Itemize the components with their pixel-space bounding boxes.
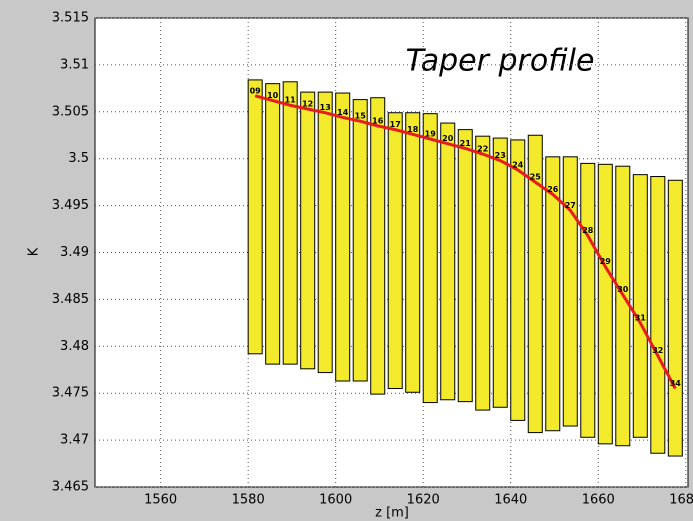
taper-line — [254, 94, 677, 390]
x-tick-label: 1560 — [144, 493, 177, 508]
y-tick-label: 3.485 — [52, 292, 89, 307]
bar — [545, 156, 561, 432]
y-axis-label: K — [27, 247, 42, 256]
y-tick-label: 3.475 — [52, 386, 89, 401]
y-tick-label: 3.505 — [52, 104, 89, 119]
unit-label: 13 — [320, 103, 331, 112]
bar — [405, 112, 421, 393]
unit-label: 26 — [547, 185, 559, 194]
bar — [597, 163, 613, 445]
x-tick-label: 1620 — [407, 493, 440, 508]
bar — [247, 79, 263, 355]
x-tick-label: 1640 — [494, 493, 527, 508]
unit-label: 32 — [652, 346, 663, 355]
bar — [335, 92, 351, 382]
x-axis-label: z [m] — [375, 506, 409, 521]
y-tick-label: 3.515 — [52, 11, 89, 26]
unit-label: 20 — [442, 134, 454, 143]
bar — [387, 112, 403, 390]
unit-label: 16 — [372, 116, 384, 125]
bar — [527, 134, 543, 434]
y-tick-label: 3.47 — [60, 433, 89, 448]
bar — [300, 91, 316, 370]
x-tick-label: 1580 — [232, 493, 265, 508]
unit-label: 25 — [530, 173, 542, 182]
bar — [580, 162, 596, 438]
y-tick-label: 3.5 — [68, 151, 89, 166]
bar — [265, 83, 281, 365]
bar — [475, 135, 491, 411]
bar — [562, 156, 578, 427]
y-tick-label: 3.48 — [60, 339, 89, 354]
unit-label: 23 — [495, 151, 506, 160]
unit-label: 14 — [337, 108, 349, 117]
unit-label: 15 — [355, 112, 367, 121]
bar — [282, 81, 298, 365]
unit-label: 21 — [460, 139, 472, 148]
unit-label: 17 — [390, 120, 401, 129]
unit-label: 18 — [407, 125, 419, 134]
unit-label: 10 — [267, 91, 279, 100]
bar — [492, 137, 508, 408]
y-tick-label: 3.51 — [60, 57, 89, 72]
bar — [457, 129, 473, 403]
unit-label: 24 — [512, 160, 524, 169]
annotation: Taper profile — [406, 44, 595, 79]
unit-label: 19 — [425, 130, 437, 139]
bar — [352, 99, 368, 382]
unit-label: 11 — [285, 96, 297, 105]
bar — [510, 139, 526, 421]
unit-label: 29 — [600, 257, 612, 266]
unit-label: 30 — [617, 285, 629, 294]
y-tick-label: 3.465 — [52, 480, 89, 495]
unit-label: 31 — [635, 313, 647, 322]
bar — [440, 122, 456, 401]
bar — [422, 113, 438, 404]
unit-label: 27 — [565, 201, 576, 210]
bar — [615, 165, 631, 447]
x-tick-label: 1600 — [319, 493, 352, 508]
unit-label: 22 — [477, 145, 488, 154]
bar — [650, 176, 666, 454]
y-tick-label: 3.49 — [60, 245, 89, 260]
unit-label: 09 — [250, 86, 262, 95]
bar — [370, 97, 386, 395]
bar — [667, 179, 683, 457]
y-tick-label: 3.495 — [52, 198, 89, 213]
unit-label: 12 — [302, 99, 313, 108]
bar — [317, 91, 333, 374]
bar — [632, 174, 648, 438]
unit-label: 28 — [582, 226, 594, 235]
unit-label: 34 — [670, 379, 682, 388]
x-tick-label: 1660 — [582, 493, 615, 508]
